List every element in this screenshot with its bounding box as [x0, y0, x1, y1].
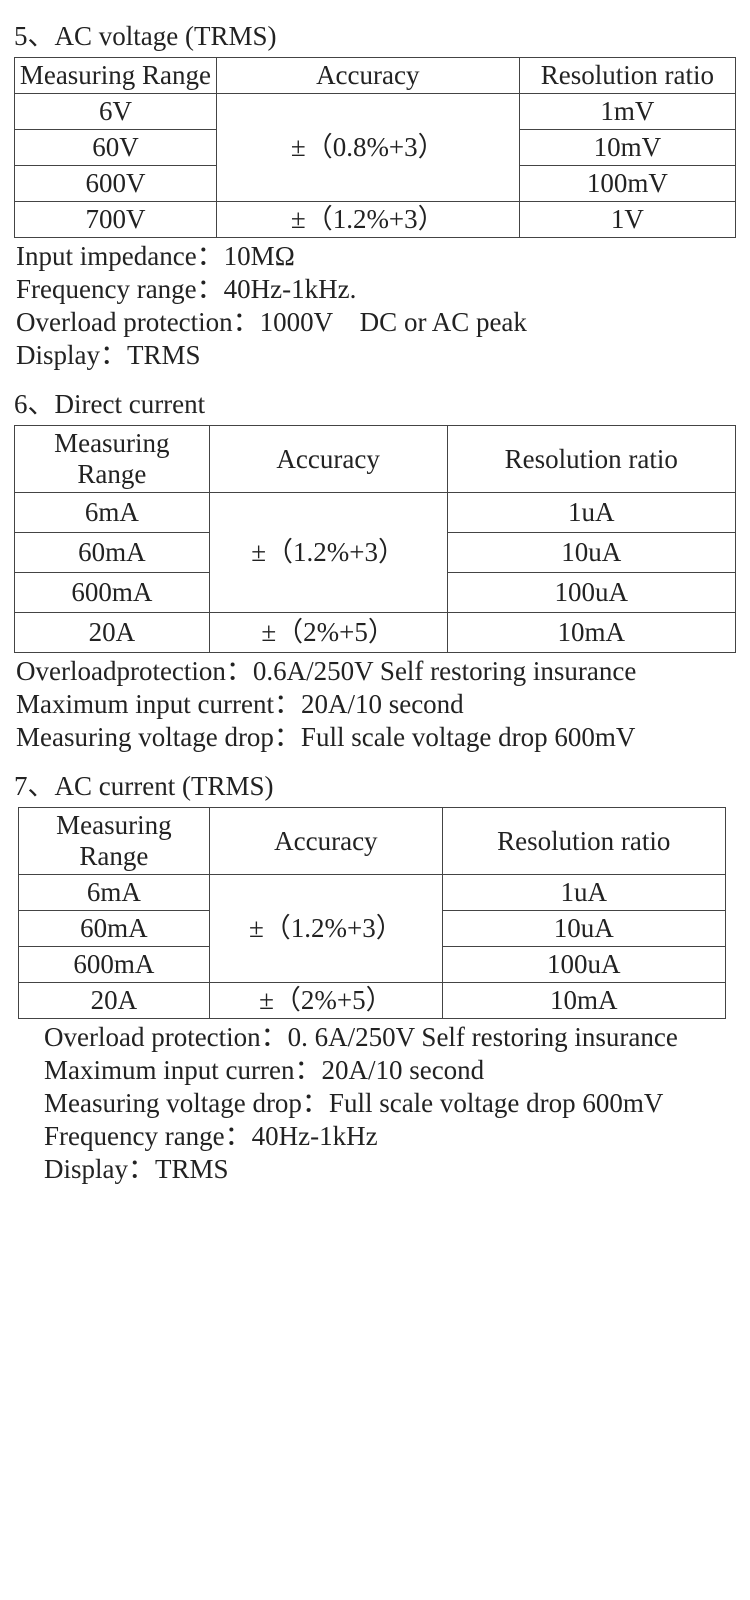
note-line: Measuring voltage drop：Full scale voltag… [44, 1087, 736, 1120]
col-resolution: Resolution ratio [442, 808, 725, 875]
cell-range: 60V [15, 130, 217, 166]
cell-accuracy: ±（1.2%+3） [209, 493, 447, 613]
cell-res: 10uA [442, 911, 725, 947]
note-line: Measuring voltage drop：Full scale voltag… [16, 721, 736, 754]
note-line: Overload protection：0. 6A/250V Self rest… [44, 1021, 736, 1054]
table-ac-voltage: Measuring Range Accuracy Resolution rati… [14, 57, 736, 238]
cell-res: 1uA [447, 493, 735, 533]
cell-range: 20A [19, 983, 210, 1019]
cell-res: 100uA [447, 573, 735, 613]
section-6-notes: Overloadprotection：0.6A/250V Self restor… [16, 655, 736, 754]
section-7-title: 7、AC current (TRMS) [14, 764, 736, 803]
cell-res: 1uA [442, 875, 725, 911]
note-line: Display：TRMS [16, 339, 736, 372]
note-line: Display：TRMS [44, 1153, 736, 1186]
cell-range: 6mA [15, 493, 210, 533]
col-range: Measuring Range [15, 58, 217, 94]
cell-res: 10mA [447, 613, 735, 653]
col-resolution: Resolution ratio [447, 425, 735, 492]
section-5-title: 5、AC voltage (TRMS) [14, 14, 736, 53]
cell-range: 700V [15, 202, 217, 238]
note-line: Maximum input current：20A/10 second [16, 688, 736, 721]
note-line: Overload protection：1000V DC or AC peak [16, 306, 736, 339]
cell-accuracy: ±（0.8%+3） [216, 94, 519, 202]
cell-range: 6mA [19, 875, 210, 911]
cell-accuracy: ±（1.2%+3） [216, 202, 519, 238]
section-7-notes: Overload protection：0. 6A/250V Self rest… [44, 1021, 736, 1186]
cell-res: 100uA [442, 947, 725, 983]
cell-range: 20A [15, 613, 210, 653]
cell-res: 10mA [442, 983, 725, 1019]
cell-range: 600mA [15, 573, 210, 613]
cell-accuracy: ±（2%+5） [209, 613, 447, 653]
col-accuracy: Accuracy [209, 425, 447, 492]
section-6-title: 6、Direct current [14, 382, 736, 421]
note-line: Maximum input curren：20A/10 second [44, 1054, 736, 1087]
cell-res: 10mV [519, 130, 735, 166]
table-ac-current: Measuring Range Accuracy Resolution rati… [18, 807, 726, 1019]
cell-range: 6V [15, 94, 217, 130]
cell-range: 600V [15, 166, 217, 202]
col-accuracy: Accuracy [216, 58, 519, 94]
cell-res: 10uA [447, 533, 735, 573]
col-resolution: Resolution ratio [519, 58, 735, 94]
cell-range: 60mA [15, 533, 210, 573]
col-range: Measuring Range [19, 808, 210, 875]
cell-res: 1mV [519, 94, 735, 130]
col-accuracy: Accuracy [209, 808, 442, 875]
table-direct-current: Measuring Range Accuracy Resolution rati… [14, 425, 736, 653]
cell-accuracy: ±（2%+5） [209, 983, 442, 1019]
note-line: Input impedance：10MΩ [16, 240, 736, 273]
cell-res: 1V [519, 202, 735, 238]
note-line: Frequency range：40Hz-1kHz. [16, 273, 736, 306]
cell-res: 100mV [519, 166, 735, 202]
cell-range: 60mA [19, 911, 210, 947]
col-range: Measuring Range [15, 425, 210, 492]
cell-accuracy: ±（1.2%+3） [209, 875, 442, 983]
cell-range: 600mA [19, 947, 210, 983]
section-5-notes: Input impedance：10MΩ Frequency range：40H… [16, 240, 736, 372]
note-line: Frequency range：40Hz-1kHz [44, 1120, 736, 1153]
note-line: Overloadprotection：0.6A/250V Self restor… [16, 655, 736, 688]
